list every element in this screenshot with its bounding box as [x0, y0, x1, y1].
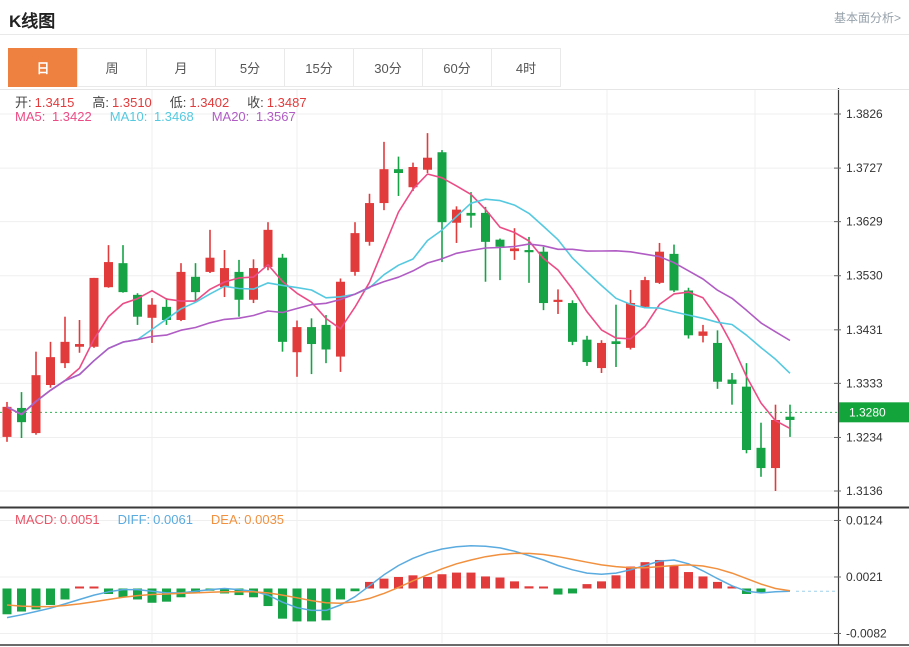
ma10-value: 1.3468: [153, 109, 194, 124]
svg-text:1.3629: 1.3629: [846, 215, 883, 229]
candles-layer: [2, 133, 795, 491]
svg-text:1.3727: 1.3727: [846, 161, 883, 175]
ma-legend-row: MA5: 1.3422 MA10: 1.3468 MA20: 1.3567: [15, 109, 314, 124]
period-tab-4[interactable]: 5分: [215, 48, 285, 87]
period-tab-7[interactable]: 60分: [422, 48, 492, 87]
ohlc-row: 开: 1.3415 高: 1.3510 低: 1.3402 收: 1.3487: [15, 92, 325, 111]
ma10-label: MA10:: [109, 109, 148, 124]
dea-label: DEA:: [210, 512, 242, 527]
diff-value: 0.0061: [153, 512, 193, 527]
ma20-label: MA20:: [211, 109, 250, 124]
low-label: 低:: [169, 95, 187, 110]
ma20-line: [6, 243, 791, 416]
svg-text:1.3234: 1.3234: [846, 430, 883, 444]
svg-text:1.3136: 1.3136: [846, 484, 883, 498]
period-tab-5[interactable]: 15分: [284, 48, 354, 87]
title-divider: [0, 34, 909, 35]
current-price-tag-value: 1.3280: [849, 405, 886, 419]
high-label: 高:: [92, 95, 110, 110]
period-tab-bar: 日周月 5分 15分 30分 60分 4时: [0, 48, 909, 90]
macd-value: 0.0051: [59, 512, 100, 527]
ma10-line: [6, 198, 791, 416]
high-value: 1.3510: [112, 95, 152, 110]
macd-legend-row: MACD: 0.0051 DIFF: 0.0061 DEA: 0.0035: [15, 512, 302, 527]
ma5-label: MA5:: [15, 109, 46, 124]
period-tab-6[interactable]: 30分: [353, 48, 423, 87]
svg-text:1.3530: 1.3530: [846, 269, 883, 283]
macd-label: MACD:: [15, 512, 57, 527]
macd-layer: [2, 544, 836, 622]
diff-label: DIFF:: [117, 512, 151, 527]
ma20-value: 1.3567: [255, 109, 296, 124]
period-tab-2[interactable]: 周: [77, 48, 147, 87]
dea-line: [6, 552, 791, 608]
grid-layer: [0, 89, 838, 643]
period-tab-8[interactable]: 4时: [491, 48, 561, 87]
close-label: 收:: [247, 95, 264, 110]
svg-text:1.3333: 1.3333: [846, 376, 883, 390]
open-value: 1.3415: [34, 95, 75, 110]
current-price-tag: [839, 402, 909, 423]
ma-lines-layer: [6, 173, 791, 430]
svg-text:0.0124: 0.0124: [846, 513, 883, 527]
low-value: 1.3402: [189, 95, 230, 110]
svg-text:-0.0082: -0.0082: [846, 626, 887, 640]
fundamental-analysis-link[interactable]: 基本面分析>: [833, 11, 901, 25]
axis-layer: 1.3826 1.3727 1.3629 1.3530 1.3431 1.3333 1.32…: [0, 88, 909, 646]
svg-text:1.3826: 1.3826: [846, 107, 883, 121]
ma5-line: [6, 173, 791, 430]
titlebar: K线图: [9, 7, 55, 32]
period-tab-3[interactable]: 月: [146, 48, 216, 87]
ma5-value: 1.3422: [51, 109, 92, 124]
dea-value: 0.0035: [244, 512, 285, 527]
close-value: 1.3487: [266, 95, 307, 110]
period-tab-1[interactable]: 日: [8, 48, 78, 87]
svg-text:0.0021: 0.0021: [846, 570, 883, 584]
page-title: K线图: [9, 12, 56, 31]
diff-line: [6, 544, 791, 619]
svg-text:1.3431: 1.3431: [846, 323, 883, 337]
open-label: 开:: [15, 95, 32, 110]
